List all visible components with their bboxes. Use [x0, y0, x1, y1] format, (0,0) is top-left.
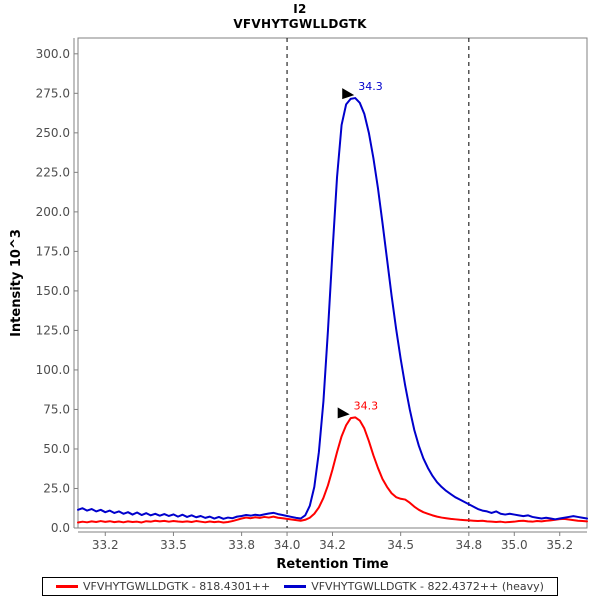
y-axis-title: Intensity 10^3	[9, 229, 24, 337]
x-axis-tick-label: 34.2	[319, 538, 346, 552]
chart-title-line1: I2	[293, 2, 307, 16]
y-axis-tick-label: 250.0	[36, 126, 70, 140]
legend-swatch-heavy	[284, 585, 307, 588]
y-axis-tick-label: 225.0	[36, 165, 70, 179]
y-axis-tick-label: 150.0	[36, 284, 70, 298]
y-axis-tick-label: 300.0	[36, 47, 70, 61]
y-axis-tick-label: 25.0	[43, 481, 70, 495]
x-axis-tick-label: 33.5	[160, 538, 187, 552]
series-line-light[interactable]	[77, 416, 588, 524]
y-axis-tick-label: 200.0	[36, 205, 70, 219]
y-axis-tick-label: 275.0	[36, 86, 70, 100]
x-axis-tick-label: 34.8	[455, 538, 482, 552]
chart-legend: VFVHYTGWLLDGTK - 818.4301++ VFVHYTGWLLDG…	[42, 577, 558, 596]
legend-swatch-light	[56, 585, 79, 588]
x-axis-tick-label: 34.5	[387, 538, 414, 552]
peak-label: 34.3	[354, 399, 379, 412]
y-axis-tick-label: 100.0	[36, 363, 70, 377]
peak-apex-marker	[342, 88, 355, 100]
chart-title-line2: VFVHYTGWLLDGTK	[233, 17, 367, 31]
series-line-heavy[interactable]	[77, 97, 588, 521]
x-axis-tick-label: 33.8	[228, 538, 255, 552]
x-axis-tick-label: 35.2	[546, 538, 573, 552]
y-axis-tick-label: 175.0	[36, 244, 70, 258]
y-axis-tick-label: 125.0	[36, 323, 70, 337]
legend-label-heavy: VFVHYTGWLLDGTK - 822.4372++ (heavy)	[311, 580, 544, 593]
legend-label-light: VFVHYTGWLLDGTK - 818.4301++	[83, 580, 271, 593]
x-axis-title: Retention Time	[276, 557, 388, 572]
y-axis-tick-label: 50.0	[43, 442, 70, 456]
legend-entry-heavy[interactable]: VFVHYTGWLLDGTK - 822.4372++ (heavy)	[284, 580, 544, 593]
y-axis-tick-label: 75.0	[43, 402, 70, 416]
y-axis-tick-label: 0.0	[51, 521, 70, 535]
plot-frame	[77, 37, 588, 529]
legend-entry-light[interactable]: VFVHYTGWLLDGTK - 818.4301++	[56, 580, 270, 593]
peak-label: 34.3	[358, 80, 383, 93]
peak-apex-marker	[337, 407, 350, 419]
chart-title: I2 VFVHYTGWLLDGTK	[0, 2, 600, 32]
x-axis-tick-label: 35.0	[501, 538, 528, 552]
x-axis-tick-label: 34.0	[274, 538, 301, 552]
x-axis-tick-label: 33.2	[92, 538, 119, 552]
